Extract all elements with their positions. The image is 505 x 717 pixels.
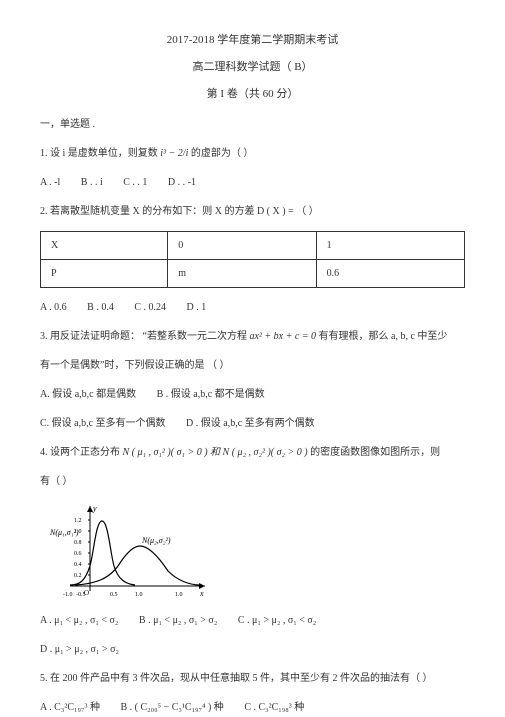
q5-opt-a: A . C₃²C₁₉₇³ 种 (40, 702, 100, 713)
q5-opt-c: C . C₃²C₁₉₈³ 种 (244, 702, 304, 713)
q4-l1b: 的密度函数图像如图所示，则 (310, 447, 440, 458)
svg-text:-0.5: -0.5 (76, 592, 86, 598)
svg-text:1.0: 1.0 (175, 592, 183, 598)
q1-options: A . -l B . . i C . . 1 D . . -1 (40, 173, 465, 192)
svg-text:1.0: 1.0 (135, 592, 143, 598)
exam-header-section: 第 I 卷（共 60 分） (40, 84, 465, 105)
q1-stem-b: 的虚部为（ ） (191, 148, 254, 159)
q3-l1a: 3. 用反证法证明命题： “若整系数一元二次方程 (40, 331, 249, 342)
q4-line1: 4. 设两个正态分布 N ( μ₁ , σ₁² )( σ₁ > 0 ) 和 N … (40, 443, 465, 462)
svg-text:0.6: 0.6 (74, 551, 82, 557)
q1-stem-a: 1. 设 i 是虚数单位，则复数 (40, 148, 160, 159)
q1-opt-b: B . . i (81, 177, 103, 188)
normal-chart-icon: y x O 0.2 0.4 0.6 0.8 1.0 1.2 -1.0 -0.5 … (40, 501, 210, 601)
q2-th-p: P (41, 259, 168, 287)
q2-table: X 0 1 P m 0.6 (40, 231, 465, 288)
q2-opt-c: C . 0.24 (134, 302, 166, 313)
q3-options-row1: A. 假设 a,b,c 都是偶数 B . 假设 a,b,c 都不是偶数 (40, 385, 465, 404)
q4-opt-c: C . μ₁ > μ₂ , σ₁ < σ₂ (238, 615, 316, 626)
q3-options-row2: C. 假设 a,b,c 至多有一个偶数 D . 假设 a,b,c 至多有两个偶数 (40, 414, 465, 433)
q2-opt-b: B . 0.4 (87, 302, 114, 313)
q2-td-1: 1 (316, 231, 464, 259)
q4-chart: y x O 0.2 0.4 0.6 0.8 1.0 1.2 -1.0 -0.5 … (40, 501, 465, 601)
q3-l1b: 有有理根，那么 a, b, c 中至少 (319, 331, 448, 342)
q3-line2: 有一个是偶数”时，下列假设正确的是 （ ） (40, 356, 465, 375)
q4-options-row2: D . μ₁ > μ₂ , σ₁ > σ₂ (40, 640, 465, 659)
q2-options: A . 0.6 B . 0.4 C . 0.24 D . 1 (40, 298, 465, 317)
exam-header-sub: 高二理科数学试题（ B） (40, 57, 465, 78)
q1-opt-c: C . . 1 (123, 177, 147, 188)
svg-text:0.4: 0.4 (74, 562, 82, 568)
section-title: 一，单选题 . (40, 115, 465, 134)
q3-line1: 3. 用反证法证明命题： “若整系数一元二次方程 ax² + bx + c = … (40, 327, 465, 346)
svg-text:-1.0: -1.0 (63, 592, 73, 598)
q4-opt-a: A . μ₁ < μ₂ , σ₁ < σ₂ (40, 615, 118, 626)
q1-stem: 1. 设 i 是虚数单位，则复数 i³ − 2/i 的虚部为（ ） (40, 144, 465, 163)
q2-td-m: m (168, 259, 316, 287)
q4-line2: 有（ ） (40, 472, 465, 491)
q3-opt-c: C. 假设 a,b,c 至多有一个偶数 (40, 418, 166, 429)
q1-opt-a: A . -l (40, 177, 60, 188)
chart-label-mu1: N(μ₁,σ₁²) (49, 528, 79, 537)
q3-formula: ax² + bx + c = 0 (249, 331, 316, 342)
q2-opt-a: A . 0.6 (40, 302, 67, 313)
svg-text:0.5: 0.5 (110, 592, 118, 598)
svg-text:y: y (92, 504, 97, 513)
svg-text:0.2: 0.2 (74, 573, 82, 579)
svg-text:1.2: 1.2 (74, 518, 82, 524)
q2-td-0: 0 (168, 231, 316, 259)
svg-text:x: x (199, 589, 204, 598)
q2-opt-d: D . 1 (187, 302, 207, 313)
q4-options-row1: A . μ₁ < μ₂ , σ₁ < σ₂ B . μ₁ < μ₂ , σ₁ >… (40, 611, 465, 630)
q2-th-x: X (41, 231, 168, 259)
q4-opt-b: B . μ₁ < μ₂ , σ₁ > σ₂ (139, 615, 217, 626)
q4-opt-d: D . μ₁ > μ₂ , σ₁ > σ₂ (40, 644, 119, 655)
q5-stem: 5. 在 200 件产品中有 3 件次品，现从中任意抽取 5 件，其中至少有 2… (40, 669, 465, 688)
exam-header-main: 2017-2018 学年度第二学期期末考试 (40, 30, 465, 51)
chart-label-mu2: N(μ₂,σ₂²) (141, 536, 171, 545)
q1-formula: i³ − 2/i (160, 148, 188, 159)
q1-opt-d: D . . -1 (168, 177, 196, 188)
svg-text:0.8: 0.8 (74, 540, 82, 546)
q3-opt-a: A. 假设 a,b,c 都是偶数 (40, 389, 136, 400)
q2-td-06: 0.6 (316, 259, 464, 287)
q3-opt-b: B . 假设 a,b,c 都不是偶数 (157, 389, 265, 400)
q5-opt-b: B . ( C₂₀₀⁵ − C₃¹C₁₉₇⁴ ) 种 (120, 702, 223, 713)
q4-l1a: 4. 设两个正态分布 (40, 447, 123, 458)
q2-stem: 2. 若离散型随机变量 X 的分布如下：则 X 的方差 D ( X ) = （ … (40, 202, 465, 221)
q4-formula: N ( μ₁ , σ₁² )( σ₁ > 0 ) 和 N ( μ₂ , σ₂² … (123, 447, 308, 458)
q3-opt-d: D . 假设 a,b,c 至多有两个偶数 (186, 418, 315, 429)
